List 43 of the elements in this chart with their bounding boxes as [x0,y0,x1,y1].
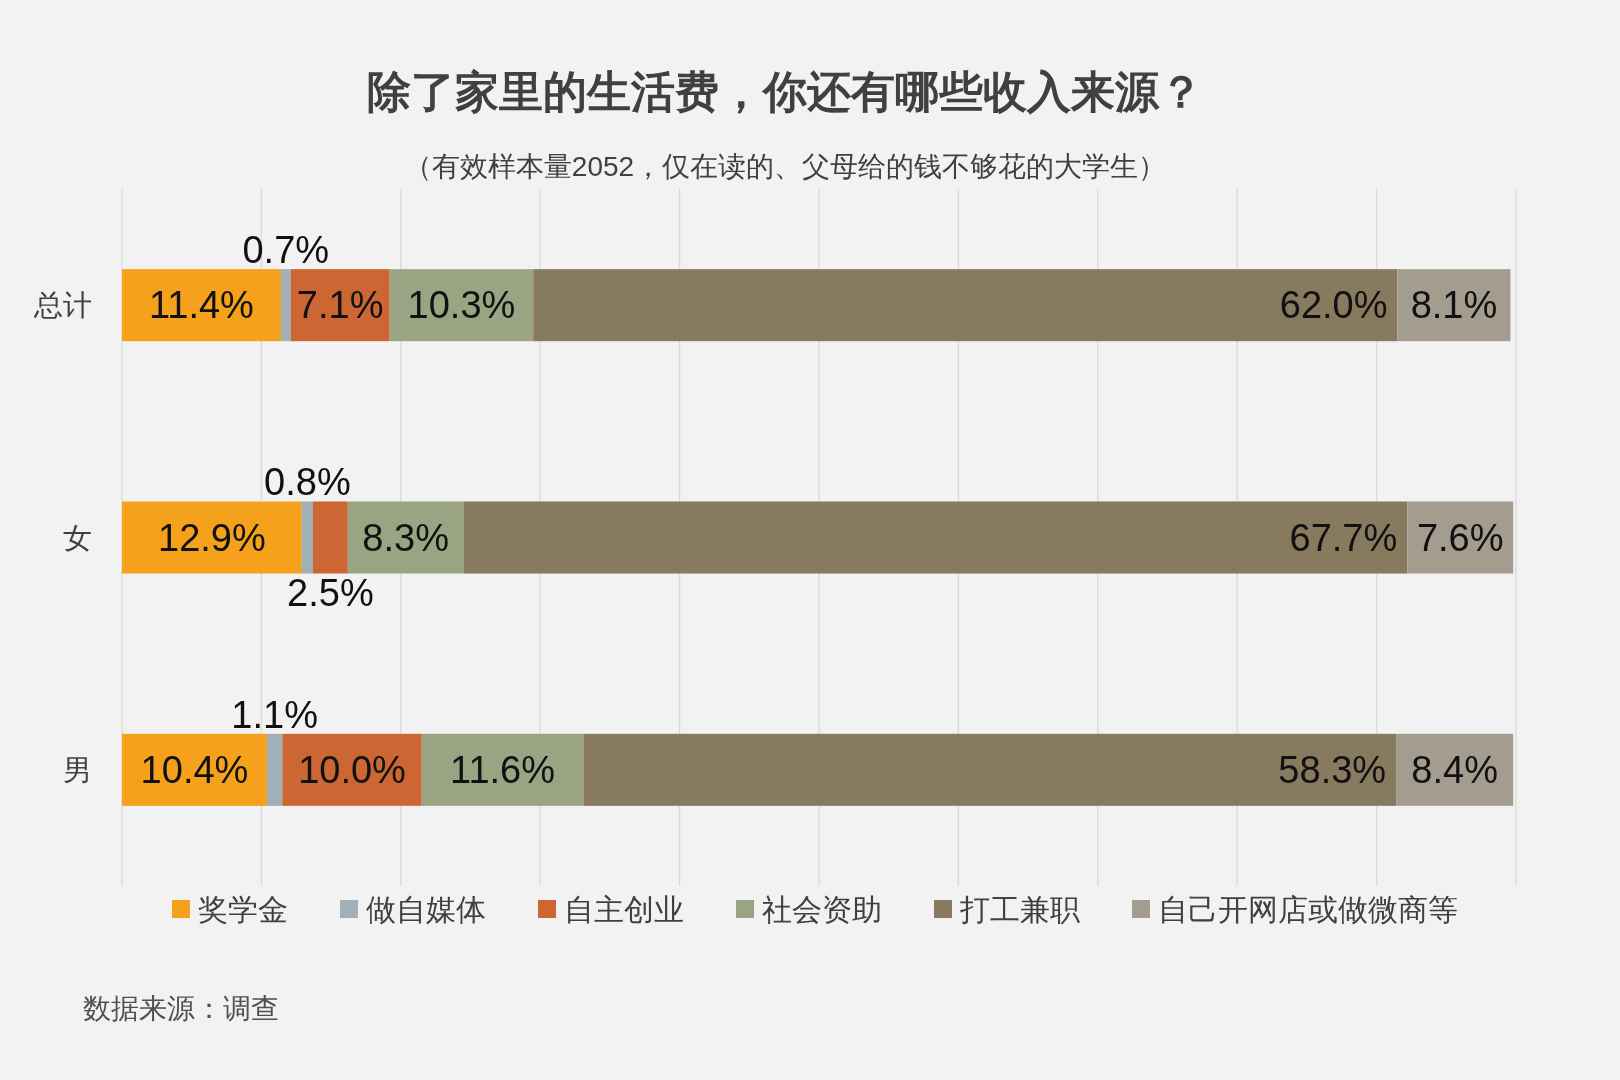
data-label: 67.7% [1289,516,1398,559]
data-label: 0.8% [264,461,351,504]
data-label: 11.6% [450,748,556,791]
legend-label: 社会资助 [762,893,882,926]
legend-label: 自主创业 [564,893,684,926]
legend-label: 打工兼职 [959,893,1080,926]
bar [312,501,348,574]
bar [463,501,1408,574]
legend-label: 奖学金 [198,893,288,926]
data-label: 12.9% [158,516,266,559]
bar [122,269,281,342]
bar [122,501,302,574]
data-label: 8.4% [1411,748,1498,791]
data-label: 7.6% [1416,516,1504,559]
data-label: 58.3% [1278,748,1387,791]
legend-label: 自己开网店或做微商等 [1158,893,1458,926]
data-label: 8.1% [1410,284,1498,327]
y-tick-label: 男 [63,753,92,786]
data-label: 2.5% [287,571,374,614]
bar [533,269,1398,342]
data-label: 10.3% [407,284,516,327]
chart-title: 除了家里的生活费，你还有哪些收入来源？ [367,67,1203,116]
data-label: 0.7% [242,229,330,272]
bar [1407,501,1514,574]
y-tick-label: 总计 [33,289,92,322]
data-label: 7.1% [296,284,384,327]
bar [347,501,464,574]
source-note: 数据来源：调查 [83,993,279,1024]
bar [122,733,267,806]
chart-subtitle: （有效样本量2052，仅在读的、父母给的钱不够花的大学生） [403,151,1167,182]
data-label: 11.4% [148,284,254,327]
data-label: 1.1% [231,693,318,736]
data-label: 10.0% [298,748,406,791]
y-tick-label: 女 [63,521,92,554]
legend-label: 做自媒体 [366,893,486,926]
bar [421,733,584,806]
bar [280,269,291,342]
bar [301,501,313,574]
data-label: 10.4% [140,748,249,791]
bar [266,733,283,806]
data-label: 62.0% [1279,284,1388,327]
data-label: 8.3% [362,516,449,559]
bar [583,733,1397,806]
